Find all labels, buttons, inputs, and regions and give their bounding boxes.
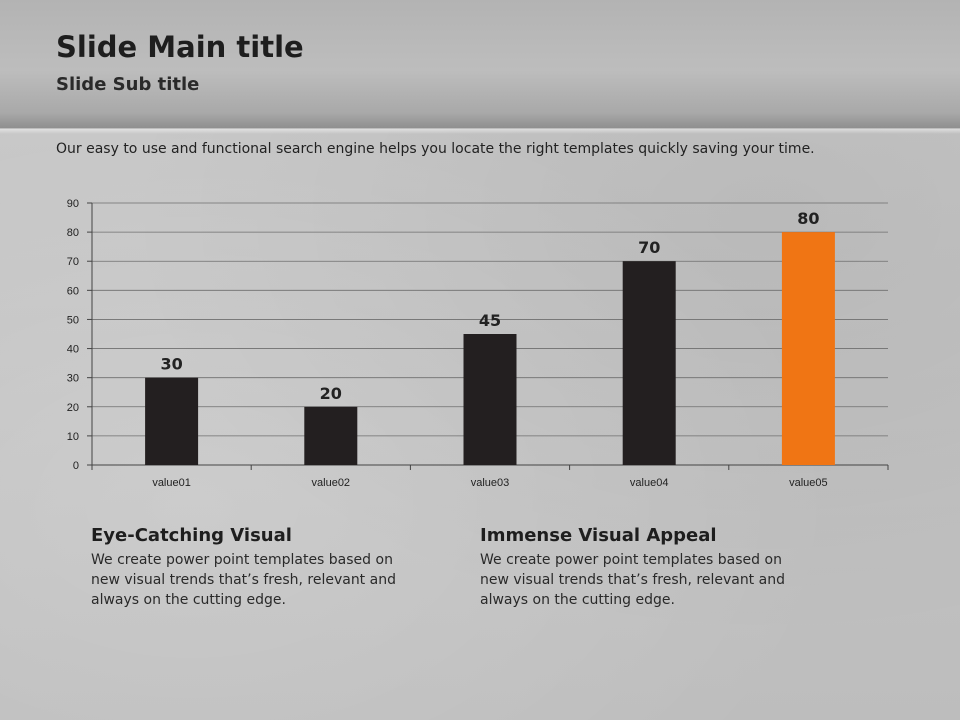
header-band — [0, 0, 960, 129]
y-tick-label: 0 — [73, 460, 79, 472]
slide-subtitle: Slide Sub title — [56, 74, 200, 95]
data-label: 30 — [160, 355, 182, 374]
bar — [781, 232, 835, 465]
y-tick-label: 20 — [67, 402, 79, 414]
column-heading-right: Immense Visual Appeal — [480, 525, 717, 546]
data-label: 80 — [797, 209, 819, 228]
bar — [145, 377, 199, 465]
y-tick-label: 90 — [67, 198, 79, 210]
y-tick-label: 30 — [67, 373, 79, 385]
x-tick-label: value03 — [471, 477, 510, 489]
column-heading-left: Eye-Catching Visual — [91, 525, 292, 546]
x-tick-label: value04 — [630, 477, 669, 489]
column-body-right: We create power point templates based on… — [480, 552, 785, 608]
y-tick-label: 40 — [67, 344, 79, 356]
bar-chart: 0 10 20 30 40 50 60 70 80 90 30 value01 20 value02 45 v… — [67, 198, 889, 489]
bar — [622, 261, 676, 465]
intro-text: Our easy to use and functional search en… — [56, 141, 815, 157]
column-body-left: We create power point templates based on… — [91, 552, 396, 608]
data-label: 70 — [638, 238, 660, 257]
y-tick-label: 60 — [67, 285, 79, 297]
bar — [463, 334, 517, 465]
y-tick-label: 80 — [67, 227, 79, 239]
bar — [304, 406, 358, 465]
x-tick-label: value02 — [312, 477, 351, 489]
y-tick-label: 10 — [67, 431, 79, 443]
x-tick-label: value01 — [152, 477, 191, 489]
data-label: 20 — [320, 384, 342, 403]
data-label: 45 — [479, 311, 501, 330]
x-tick-label: value05 — [789, 477, 828, 489]
y-tick-label: 50 — [67, 314, 79, 326]
slide-title: Slide Main title — [56, 30, 304, 64]
header-divider — [0, 128, 960, 134]
y-tick-label: 70 — [67, 256, 79, 268]
